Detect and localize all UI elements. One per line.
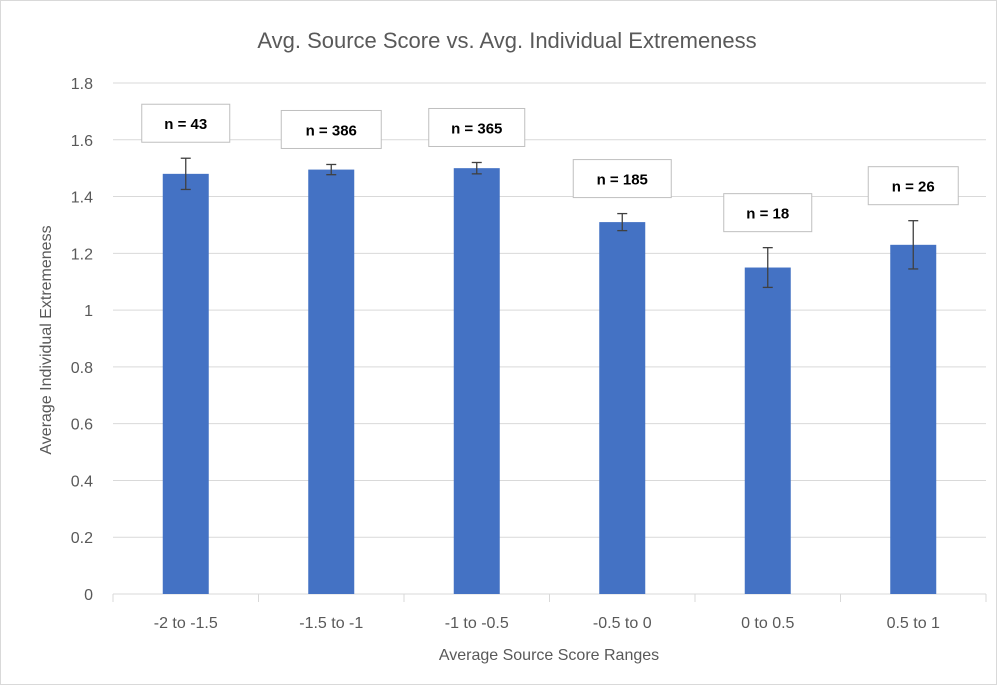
bar [308, 169, 355, 594]
x-tick-label: -2 to -1.5 [154, 615, 218, 632]
bar [744, 267, 791, 594]
sample-size-box [572, 159, 672, 199]
sample-size-label: n = 365 [451, 120, 502, 137]
sample-size-label: n = 185 [597, 172, 648, 189]
y-tick-label: 0.2 [71, 530, 93, 547]
sample-size-box [867, 166, 959, 206]
x-tick-label: -0.5 to 0 [593, 615, 652, 632]
sample-size-label: n = 43 [164, 116, 207, 133]
bar [162, 173, 209, 594]
x-tick-label: -1 to -0.5 [445, 615, 509, 632]
sample-size-label: n = 26 [892, 179, 935, 196]
y-tick-label: 1.2 [71, 246, 93, 263]
y-tick-label: 1.8 [71, 76, 93, 93]
y-tick-label: 0.6 [71, 417, 93, 434]
bar [890, 244, 937, 595]
x-tick-label: 0 to 0.5 [741, 615, 794, 632]
sample-size-box [723, 193, 813, 233]
y-axis-title: Average Individual Extremeness [38, 225, 55, 454]
bar [599, 222, 646, 594]
y-tick-label: 1 [84, 303, 93, 320]
y-axis-ticks: 0 0.2 0.4 0.6 0.8 1 1.2 1.4 1.6 1.8 [71, 76, 93, 604]
x-tick-label: -1.5 to -1 [299, 615, 363, 632]
error-bars [180, 157, 919, 289]
chart-title: Avg. Source Score vs. Avg. Individual Ex… [257, 28, 756, 53]
bar [453, 168, 500, 594]
sample-size-box [280, 109, 382, 149]
x-axis-ticks: -2 to -1.5 -1.5 to -1 -1 to -0.5 -0.5 to 0 0… [112, 594, 987, 632]
sample-size-label: n = 18 [746, 206, 789, 223]
y-tick-label: 0.4 [71, 473, 93, 490]
y-tick-label: 1.4 [71, 190, 93, 207]
y-tick-label: 0 [84, 587, 93, 604]
x-axis-title: Average Source Score Ranges [439, 647, 659, 664]
x-tick-label: 0.5 to 1 [887, 615, 940, 632]
sample-size-box [141, 103, 231, 143]
sample-size-label: n = 386 [306, 122, 357, 139]
y-tick-label: 0.8 [71, 360, 93, 377]
sample-size-box [428, 107, 526, 147]
gridlines [113, 82, 986, 595]
bars [162, 168, 937, 595]
sample-size-labels: n = 43 n = 386 n = 365 n = 185 n = 18 n = 26 [141, 103, 959, 233]
y-tick-label: 1.6 [71, 133, 93, 150]
